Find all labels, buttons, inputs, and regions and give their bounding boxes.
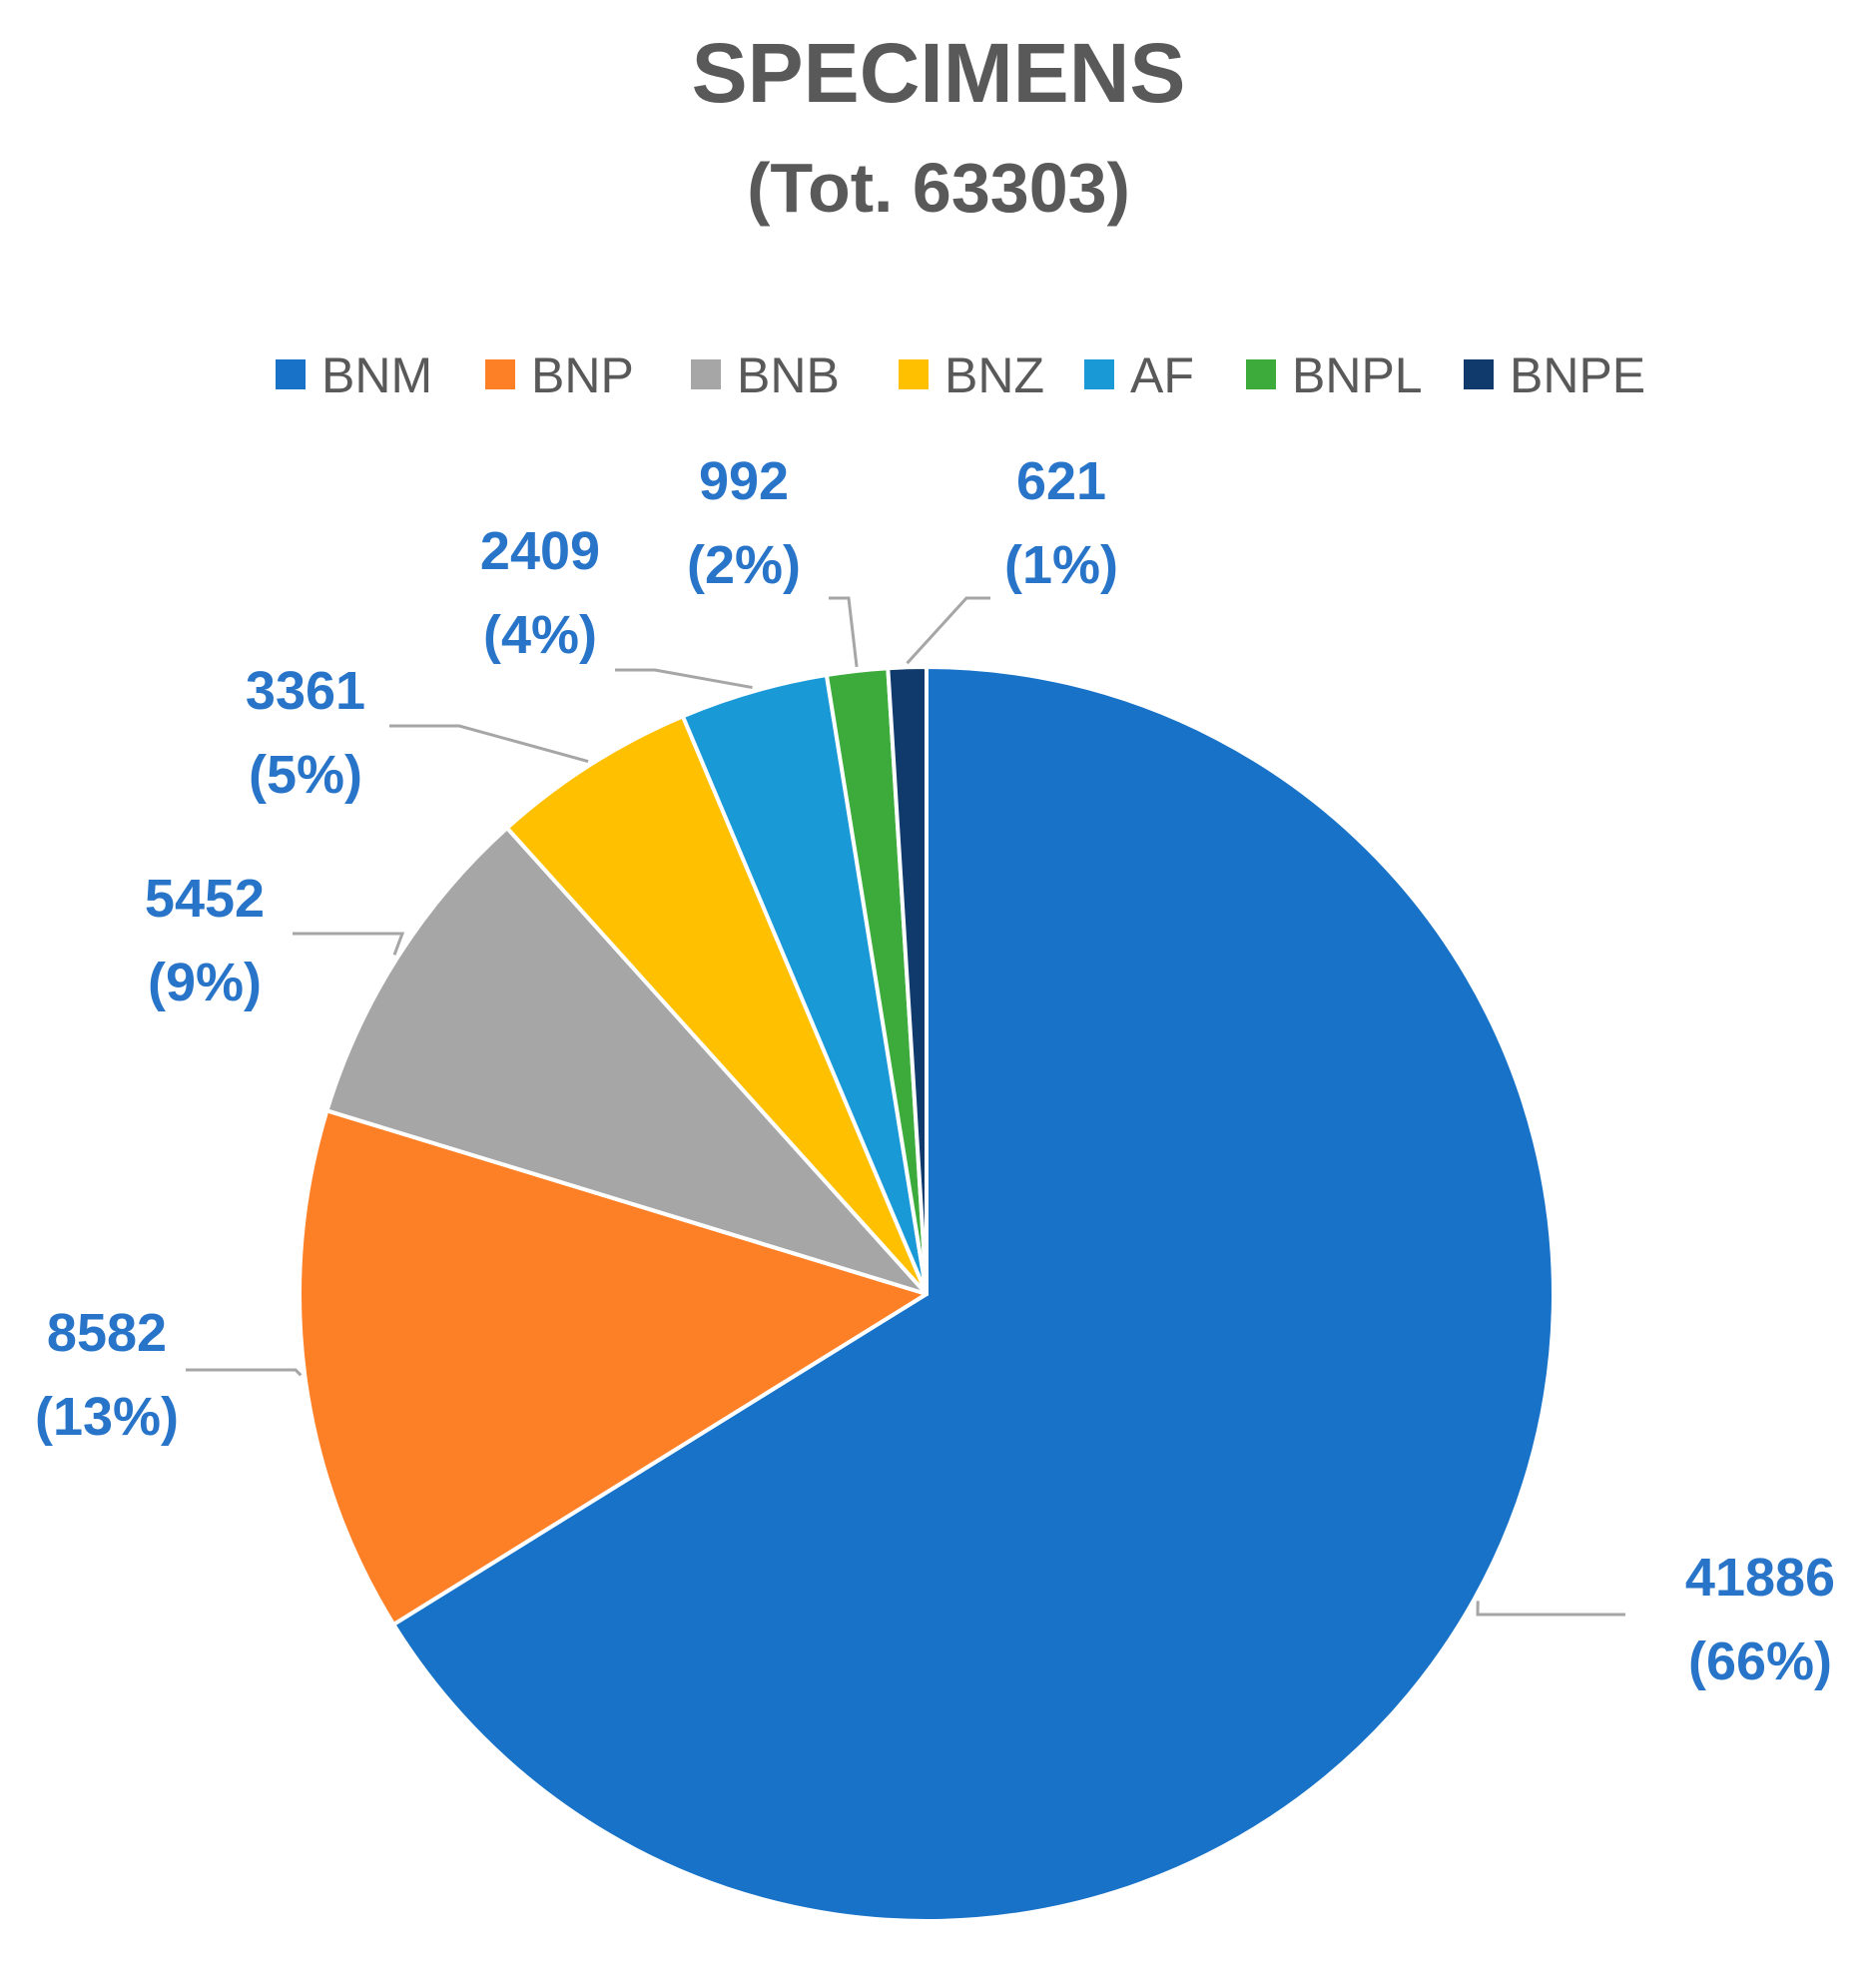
legend-item-bnz: BNZ xyxy=(899,347,1044,403)
leader-line-bnpl xyxy=(829,596,859,668)
legend-label-bnz: BNZ xyxy=(944,347,1044,403)
chart-title: SPECIMENS xyxy=(692,26,1186,120)
legend-label-bnp: BNP xyxy=(531,347,634,403)
legend-swatch-bnp xyxy=(485,359,515,389)
leader-line-bnb xyxy=(293,932,405,956)
pie-slices xyxy=(298,665,1556,1923)
data-label-value-bnp: 8582 xyxy=(47,1303,167,1363)
data-label-value-af: 2409 xyxy=(480,521,600,581)
data-label-value-bnb: 5452 xyxy=(145,869,265,929)
data-label-percent-af: (4%) xyxy=(483,605,597,665)
data-label-bnm: 41886 (66%) xyxy=(1685,1548,1835,1691)
data-label-value-bnm: 41886 xyxy=(1685,1548,1835,1608)
legend-item-bnpl: BNPL xyxy=(1246,347,1423,403)
leader-line-bnm xyxy=(1476,1601,1625,1617)
legend-label-bnpl: BNPL xyxy=(1292,347,1423,403)
legend-swatch-bnpl xyxy=(1246,359,1276,389)
legend-swatch-bnb xyxy=(691,359,721,389)
slice-bnpe xyxy=(886,665,929,1296)
data-label-af: 2409 (4%) xyxy=(480,521,600,665)
data-label-value-bnpe: 621 xyxy=(1016,451,1106,511)
data-label-percent-bnb: (9%) xyxy=(148,953,262,1012)
legend-label-bnpe: BNPE xyxy=(1510,347,1645,403)
slice-bnm xyxy=(391,665,1556,1923)
chart-subtitle: (Tot. 63303) xyxy=(747,149,1130,227)
legend-swatch-bnm xyxy=(276,359,306,389)
leader-line-bnp xyxy=(186,1368,303,1377)
legend-label-bnb: BNB xyxy=(737,347,840,403)
legend-label-bnm: BNM xyxy=(321,347,432,403)
slice-bnb xyxy=(324,826,929,1296)
legend-label-af: AF xyxy=(1130,347,1194,403)
data-label-bnb: 5452 (9%) xyxy=(145,869,265,1012)
legend-item-bnp: BNP xyxy=(485,347,634,403)
data-label-value-bnpl: 992 xyxy=(699,451,789,511)
legend-swatch-bnz xyxy=(899,359,929,389)
legend-item-af: AF xyxy=(1084,347,1194,403)
data-label-percent-bnz: (5%) xyxy=(249,745,362,805)
legend-swatch-af xyxy=(1084,359,1114,389)
leader-line-bnpe xyxy=(906,596,990,665)
data-label-percent-bnpe: (1%) xyxy=(1004,535,1118,595)
leader-lines xyxy=(186,596,1625,1617)
data-label-value-bnz: 3361 xyxy=(246,661,365,721)
legend-swatch-bnpe xyxy=(1464,359,1494,389)
leader-line-bnz xyxy=(389,724,589,764)
data-label-bnz: 3361 (5%) xyxy=(246,661,365,805)
legend-item-bnpe: BNPE xyxy=(1464,347,1645,403)
data-label-percent-bnp: (13%) xyxy=(35,1387,179,1447)
data-label-percent-bnm: (66%) xyxy=(1688,1632,1832,1691)
slice-bnp xyxy=(298,1108,929,1627)
legend-item-bnb: BNB xyxy=(691,347,840,403)
legend: BNM BNP BNB BNZ AF BNPL BNPE xyxy=(276,347,1645,403)
data-label-bnp: 8582 (13%) xyxy=(35,1303,179,1447)
data-labels: 41886 (66%) 8582 (13%) 5452 (9%) 3361 (5%) 2409 (… xyxy=(35,451,1835,1691)
slice-bnz xyxy=(504,714,929,1296)
data-label-bnpl: 992 (2%) xyxy=(687,451,801,595)
leader-line-af xyxy=(615,668,753,690)
data-label-percent-bnpl: (2%) xyxy=(687,535,801,595)
data-label-bnpe: 621 (1%) xyxy=(1004,451,1118,595)
legend-item-bnm: BNM xyxy=(276,347,432,403)
